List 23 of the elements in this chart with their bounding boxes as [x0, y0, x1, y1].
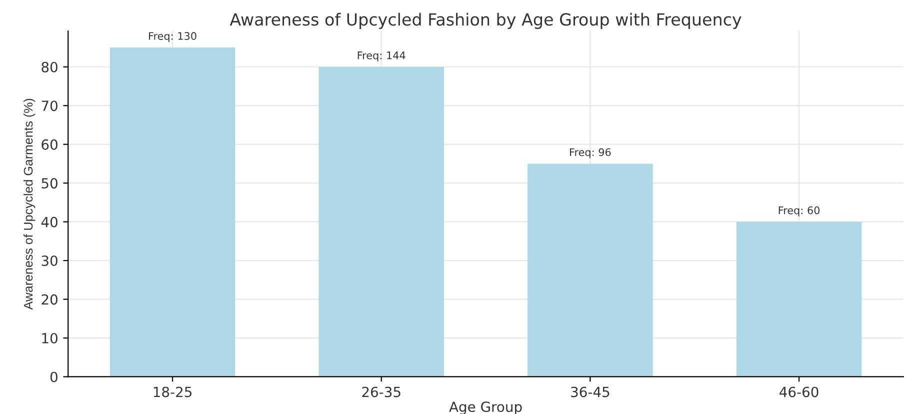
y-tick-label: 80	[42, 62, 58, 72]
annotation: Freq: 60	[778, 206, 820, 216]
chart-title: Awareness of Upcycled Fashion by Age Group with Frequency	[230, 12, 742, 29]
x-tick-label: 36-45	[571, 386, 610, 398]
bar	[318, 66, 444, 377]
x-tick-label: 26-35	[362, 386, 400, 398]
bar	[528, 164, 653, 377]
y-tick-label: 20	[42, 294, 58, 305]
annotation: Freq: 144	[358, 52, 406, 62]
y-tick-label: 60	[42, 139, 58, 150]
bar	[736, 222, 862, 377]
y-tick-label: 70	[42, 100, 58, 112]
y-tick-label: 10	[42, 332, 58, 344]
y-tick-label: 30	[42, 256, 58, 266]
y-tick-label: 40	[41, 216, 58, 228]
bar	[110, 48, 236, 377]
annotation: Freq: 96	[570, 148, 611, 158]
y-tick-label: 0	[50, 372, 58, 382]
y-tick-label: 50	[42, 178, 58, 189]
y-axis-title: Awareness of Upcycled Garments (%)	[23, 98, 36, 310]
annotation: Freq: 130	[149, 32, 196, 42]
x-tick-label: 46-60	[780, 386, 818, 398]
x-tick-label: 18-25	[154, 386, 192, 398]
